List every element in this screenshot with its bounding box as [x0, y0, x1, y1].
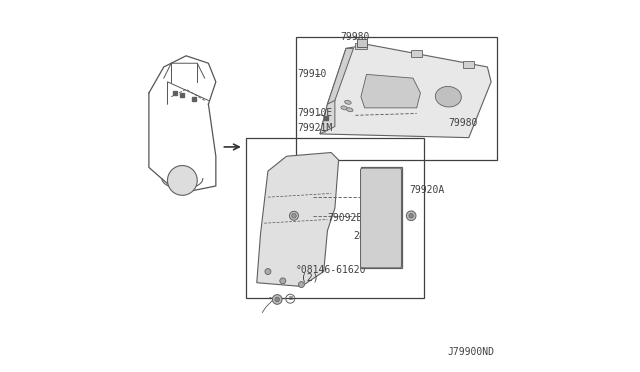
Polygon shape	[257, 153, 339, 286]
Text: 79910: 79910	[298, 70, 327, 79]
Circle shape	[168, 166, 197, 195]
Ellipse shape	[346, 108, 353, 112]
FancyBboxPatch shape	[357, 39, 367, 46]
Polygon shape	[328, 48, 353, 104]
Text: 79980: 79980	[449, 118, 477, 128]
Text: 79092E: 79092E	[328, 213, 363, 222]
Polygon shape	[361, 74, 420, 108]
Polygon shape	[320, 45, 491, 138]
Text: 79920A: 79920A	[410, 185, 445, 195]
FancyBboxPatch shape	[360, 168, 401, 268]
Ellipse shape	[435, 86, 461, 107]
Ellipse shape	[341, 106, 348, 110]
Circle shape	[265, 269, 271, 275]
Text: 79921M: 79921M	[298, 124, 333, 133]
FancyBboxPatch shape	[411, 50, 422, 57]
Circle shape	[273, 295, 282, 304]
Polygon shape	[320, 97, 335, 134]
Polygon shape	[361, 167, 402, 268]
Text: 79910E: 79910E	[298, 109, 333, 118]
Circle shape	[409, 214, 413, 218]
Text: 28174: 28174	[353, 231, 383, 241]
Text: 79980: 79980	[340, 32, 370, 42]
Text: B: B	[288, 296, 292, 301]
FancyBboxPatch shape	[355, 43, 367, 49]
Circle shape	[292, 214, 296, 218]
Circle shape	[280, 278, 286, 284]
Circle shape	[289, 211, 298, 220]
Text: J79900ND: J79900ND	[448, 347, 495, 357]
Circle shape	[406, 211, 416, 221]
Circle shape	[275, 297, 280, 302]
Ellipse shape	[344, 100, 351, 104]
Text: (2): (2)	[301, 272, 319, 282]
FancyBboxPatch shape	[463, 61, 474, 68]
Circle shape	[298, 282, 305, 288]
Text: °08146-61620: °08146-61620	[296, 265, 366, 275]
